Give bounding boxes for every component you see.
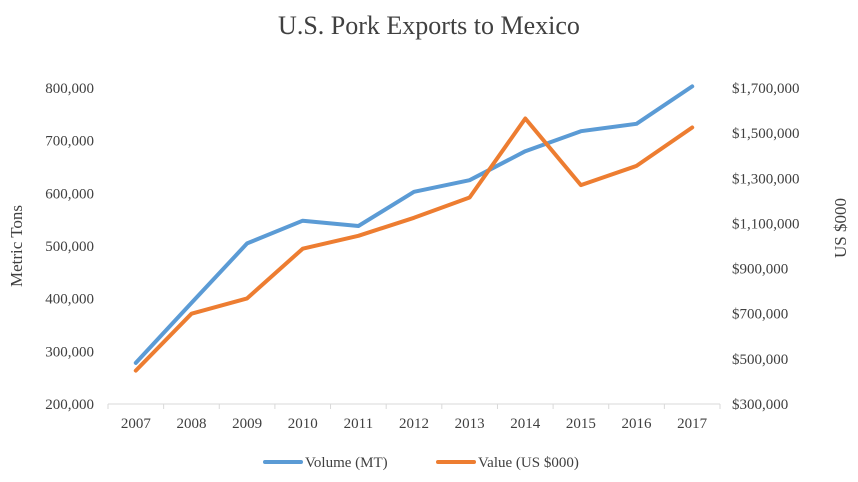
x-tick-label: 2012 (399, 416, 429, 432)
right-axis-ticks: $300,000 $500,000 $700,000 $900,000 $1,100,0… (732, 81, 800, 413)
right-tick-label: $900,000 (732, 262, 788, 278)
x-tick-label: 2014 (510, 416, 541, 432)
x-tick-label: 2017 (677, 416, 708, 432)
x-tick-label: 2010 (288, 416, 318, 432)
x-axis-ticks: 2007 2008 2009 2010 2011 2012 2013 2014 2015 2016… (107, 404, 721, 432)
left-tick-label: 600,000 (45, 186, 94, 202)
x-tick-label: 2013 (455, 416, 485, 432)
x-tick-label: 2011 (344, 416, 373, 432)
left-tick-label: 300,000 (45, 344, 94, 360)
chart-title: U.S. Pork Exports to Mexico (278, 11, 580, 40)
right-tick-label: $1,700,000 (732, 81, 800, 97)
series-lines (133, 84, 695, 373)
right-tick-label: $1,100,000 (732, 216, 800, 232)
x-tick-label: 2015 (566, 416, 596, 432)
left-tick-label: 700,000 (45, 134, 94, 150)
right-tick-label: $500,000 (732, 352, 788, 368)
left-tick-label: 800,000 (45, 81, 94, 97)
right-tick-label: $700,000 (732, 307, 788, 323)
left-axis-label: Metric Tons (7, 205, 26, 287)
right-tick-label: $1,300,000 (732, 171, 800, 187)
left-tick-label: 200,000 (45, 397, 94, 413)
left-tick-label: 500,000 (45, 239, 94, 255)
x-tick-label: 2009 (232, 416, 262, 432)
series-line-volume (133, 84, 695, 365)
left-tick-label: 400,000 (45, 292, 94, 308)
legend-label: Value (US $000) (478, 455, 579, 471)
legend: Volume (MT) Value (US $000) (263, 455, 579, 471)
x-tick-label: 2016 (622, 416, 653, 432)
right-axis-label: US $000 (831, 198, 850, 258)
right-tick-label: $300,000 (732, 397, 788, 413)
x-tick-label: 2007 (121, 416, 152, 432)
right-tick-label: $1,500,000 (732, 126, 800, 142)
x-tick-label: 2008 (176, 416, 206, 432)
legend-label: Volume (MT) (305, 455, 388, 471)
series-line-value (133, 116, 695, 373)
left-axis-ticks: 200,000 300,000 400,000 500,000 600,000 700,0… (45, 81, 94, 413)
